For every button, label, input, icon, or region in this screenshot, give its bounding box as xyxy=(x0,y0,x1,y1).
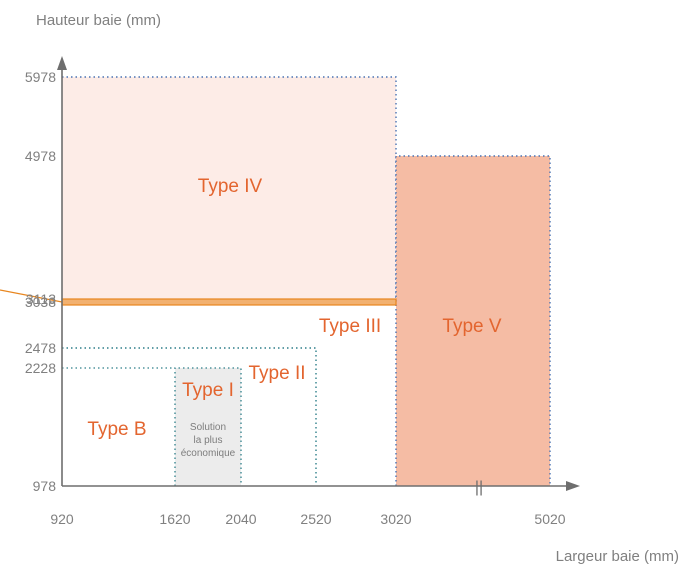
zone-type-i xyxy=(175,368,241,486)
x-tick-label-1620: 1620 xyxy=(159,511,190,527)
y-tick-label-2478: 2478 xyxy=(25,340,56,356)
y-tick-label-978: 978 xyxy=(33,478,57,494)
x-tick-label-3020: 3020 xyxy=(380,511,411,527)
zone-label-type-v: Type V xyxy=(442,316,501,337)
type-i-note-line: la plus xyxy=(194,435,223,446)
x-tick-label-5020: 5020 xyxy=(534,511,565,527)
zones-layer xyxy=(0,76,551,486)
y-axis-arrow-icon xyxy=(57,56,67,70)
zone-type-v-border xyxy=(395,155,551,486)
zone-type-i-border xyxy=(174,367,242,486)
zone-label-type-iii: Type III xyxy=(319,316,381,337)
y-tick-label-4978: 4978 xyxy=(25,148,56,164)
x-tick-label-2520: 2520 xyxy=(300,511,331,527)
x-axis-break-icon: || xyxy=(475,479,483,496)
type-i-note-line: Solution xyxy=(190,422,226,433)
y-tick-label-2228: 2228 xyxy=(25,360,56,376)
y-axis-title: Hauteur baie (mm) xyxy=(36,12,162,29)
y-tick-label-3113: 3113 xyxy=(26,291,56,307)
ticks-layer: 920 1620 2040 2520 3020 5020 978 2228 2478 303831… xyxy=(25,69,566,527)
type-i-note-line: économique xyxy=(181,448,236,459)
zone-type-iv xyxy=(62,77,396,299)
y-tick-label-3038: 3038 xyxy=(25,294,56,310)
zone-type-v xyxy=(396,156,550,486)
x-tick-label-2040: 2040 xyxy=(225,511,256,527)
axes-layer: || xyxy=(57,56,580,496)
y-tick-label-5978: 5978 xyxy=(25,69,56,85)
zone-label-type-ii: Type II xyxy=(248,363,305,384)
x-axis-arrow-icon xyxy=(566,481,580,491)
type-iii-leader-line xyxy=(0,289,63,303)
zone-label-type-iv: Type IV xyxy=(198,176,263,197)
x-axis-title: Largeur baie (mm) xyxy=(555,548,679,565)
labels-layer: Type B Type I Type II Type III Type IV Type V… xyxy=(87,176,501,459)
zone-label-type-b: Type B xyxy=(87,419,146,440)
zone-type-iii xyxy=(61,298,397,306)
zone-label-type-i: Type I xyxy=(182,380,234,401)
x-tick-label-920: 920 xyxy=(50,511,74,527)
